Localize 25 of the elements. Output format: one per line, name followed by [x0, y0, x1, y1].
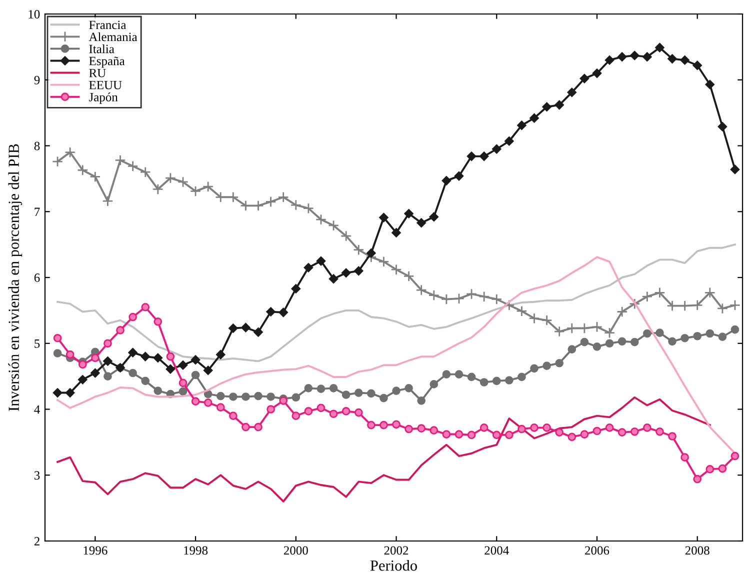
y-tick-label: 4	[34, 405, 40, 414]
y-tick-label: 5	[34, 340, 40, 348]
y-axis-title: Inversión en vivienda en porcentaje del PIB	[8, 144, 22, 412]
legend-label: RU	[89, 68, 106, 78]
legend-label: España	[89, 56, 125, 68]
y-tick-label: 7	[34, 208, 40, 216]
y-tick-label: 9	[34, 76, 40, 84]
x-tick-label: 1996	[84, 546, 108, 555]
x-tick-label: 2006	[585, 546, 610, 555]
legend-label: Japón	[89, 92, 118, 104]
x-tick-label: 1998	[184, 546, 208, 555]
y-tick-label: 8	[34, 142, 40, 150]
y-tick-label: 3	[34, 471, 40, 480]
x-tick-label: 2004	[484, 546, 509, 555]
legend-label: EEUU	[89, 81, 122, 90]
x-tick-label: 2002	[384, 546, 408, 555]
x-tick-label: 2000	[284, 546, 308, 555]
legend-label: Alemania	[88, 32, 138, 42]
x-axis-title: Periodo	[370, 560, 417, 571]
y-tick-label: 6	[34, 274, 40, 282]
y-tick-label: 2	[34, 537, 40, 546]
x-tick-label: 2008	[685, 546, 710, 555]
legend-label: Italia	[89, 44, 114, 54]
y-tick-label: 10	[28, 10, 40, 18]
legend-label: Francia	[89, 20, 126, 30]
